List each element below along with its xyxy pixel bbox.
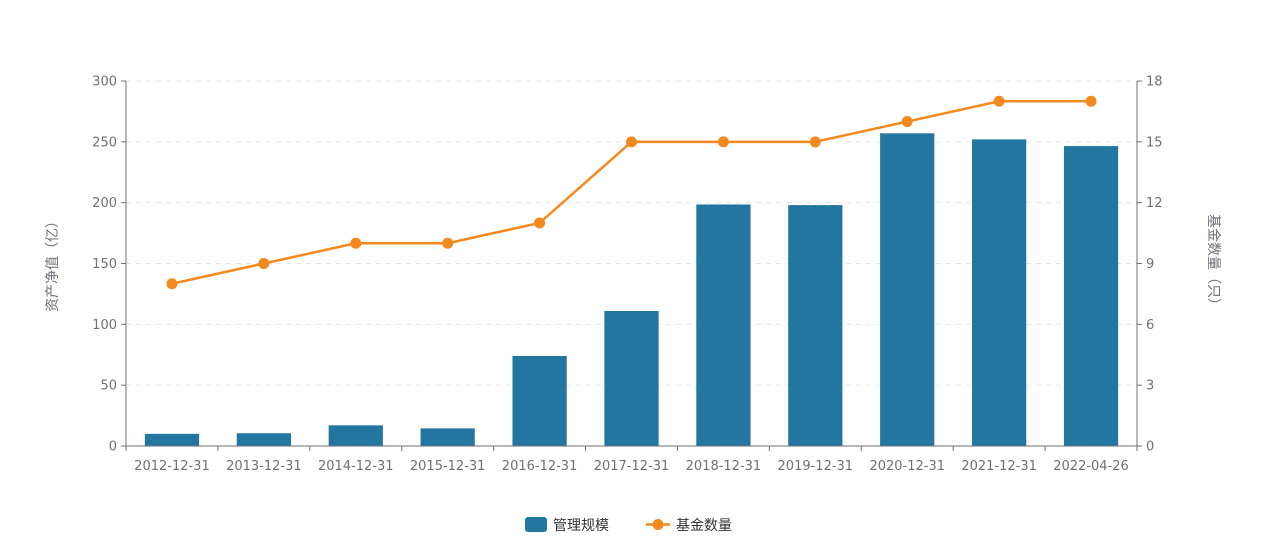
- y-right-tick-label: 6: [1146, 318, 1154, 333]
- legend-line-marker: [652, 519, 664, 530]
- y-left-tick-label: 100: [92, 318, 117, 333]
- line-series: [166, 95, 1097, 290]
- y-right-tick-label: 18: [1146, 75, 1163, 90]
- x-tick-label: 2019-12-31: [778, 459, 854, 474]
- y-axis-left-title: 资产净值（亿）: [45, 214, 61, 312]
- legend-item-bar[interactable]: 管理规模: [525, 517, 609, 534]
- bar-series: [144, 133, 1119, 447]
- legend-item-line[interactable]: 基金数量: [646, 517, 732, 534]
- bar[interactable]: [972, 139, 1027, 446]
- x-tick-label: 2020-12-31: [869, 459, 945, 474]
- line-point[interactable]: [717, 136, 729, 148]
- legend-bar-label: 管理规模: [553, 518, 609, 534]
- line-point[interactable]: [258, 258, 270, 269]
- right-axis-ticks: 0 3 6 9 12 15 18: [1137, 75, 1163, 455]
- y-right-tick-label: 0: [1146, 440, 1154, 455]
- x-tick-label: 2014-12-31: [318, 459, 394, 474]
- bar[interactable]: [880, 133, 935, 447]
- bar[interactable]: [696, 204, 751, 446]
- bar[interactable]: [788, 205, 843, 446]
- line-point[interactable]: [993, 95, 1005, 107]
- line-point[interactable]: [626, 136, 637, 148]
- x-tick-label: 2021-12-31: [961, 459, 1037, 474]
- line-point[interactable]: [166, 278, 178, 290]
- line-point[interactable]: [534, 217, 546, 229]
- y-right-tick-label: 12: [1146, 196, 1163, 211]
- y-right-tick-label: 9: [1146, 257, 1154, 272]
- x-tick-label: 2015-12-31: [410, 459, 486, 474]
- y-right-tick-label: 3: [1146, 379, 1154, 394]
- y-left-tick-label: 200: [92, 196, 117, 211]
- x-tick-label: 2013-12-31: [226, 459, 302, 474]
- x-tick-label: 2022-04-26: [1053, 459, 1129, 474]
- x-tick-label: 2017-12-31: [594, 459, 670, 474]
- bar[interactable]: [236, 433, 291, 446]
- bar[interactable]: [144, 433, 200, 446]
- x-tick-label: 2012-12-31: [134, 459, 210, 474]
- legend-line-label: 基金数量: [676, 517, 732, 534]
- left-axis-ticks: 0 50 100 150 200 250 300: [92, 75, 126, 455]
- x-tick-label: 2016-12-31: [502, 459, 578, 474]
- legend-bar-swatch: [525, 517, 547, 532]
- x-axis-ticks: 2012-12-31 2013-12-31 2014-12-31 2015-12-31…: [125, 446, 1138, 474]
- bar[interactable]: [1063, 146, 1119, 446]
- grid-lines: [126, 80, 1137, 386]
- y-left-tick-label: 300: [92, 75, 117, 90]
- y-left-tick-label: 50: [100, 379, 117, 394]
- bar[interactable]: [328, 425, 383, 446]
- line-point[interactable]: [809, 136, 821, 148]
- y-left-tick-label: 250: [92, 135, 117, 150]
- y-left-tick-label: 150: [92, 257, 117, 272]
- x-tick-label: 2018-12-31: [686, 459, 762, 474]
- line-point[interactable]: [1085, 95, 1097, 107]
- line-point[interactable]: [442, 237, 454, 249]
- y-axis-right-title: 基金数量（只）: [1205, 214, 1222, 312]
- line-path: [171, 100, 1092, 285]
- bar[interactable]: [512, 355, 567, 446]
- y-right-tick-label: 15: [1146, 135, 1163, 150]
- y-left-tick-label: 0: [109, 440, 117, 455]
- line-point[interactable]: [901, 116, 913, 128]
- bar[interactable]: [604, 310, 659, 446]
- bar[interactable]: [420, 428, 475, 446]
- legend[interactable]: 管理规模 基金数量: [525, 517, 732, 534]
- line-point[interactable]: [350, 237, 362, 249]
